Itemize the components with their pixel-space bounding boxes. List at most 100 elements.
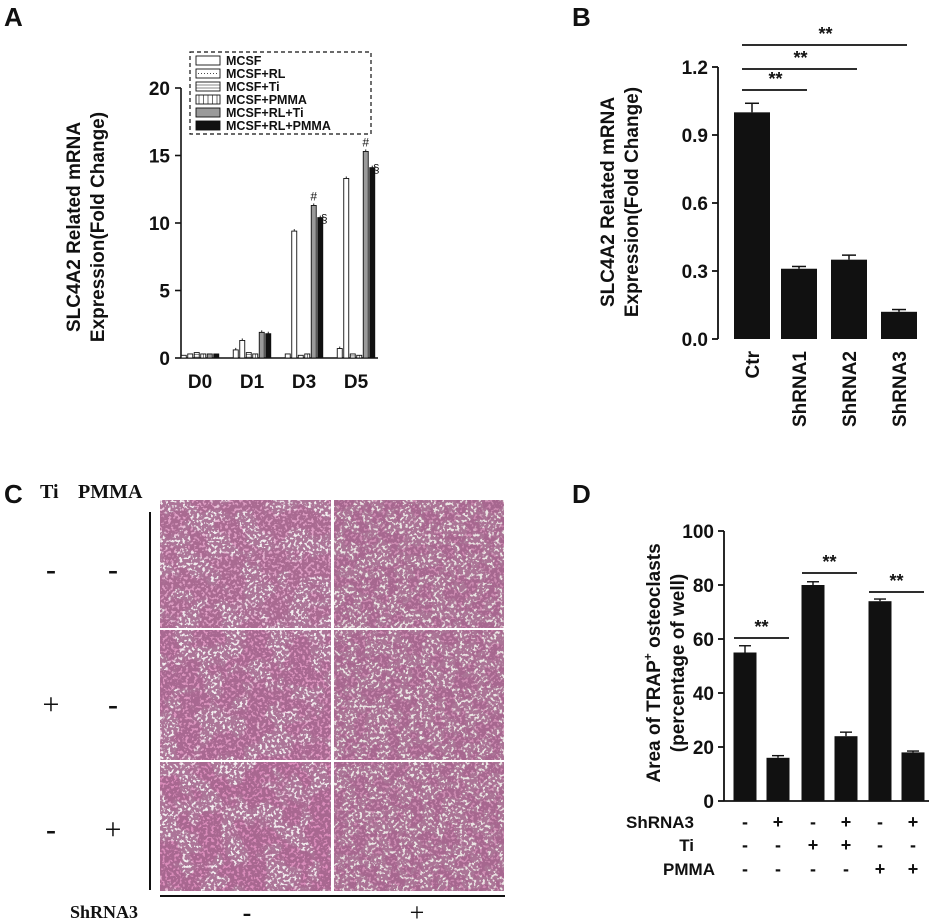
panel-b-ytick-label: 0.3 (682, 262, 708, 283)
panel-d-condition-label: PMMA (663, 860, 715, 879)
panel-a-legend-swatch (195, 120, 221, 131)
micrograph-tile-speckle (334, 762, 504, 891)
panel-b-bar (734, 112, 770, 339)
panel-a-category-label: D5 (344, 372, 369, 393)
panel-b-category-label: ShRNA3 (890, 351, 911, 427)
header-pmma: PMMA (78, 481, 143, 503)
panel-c-row-markers: - - + - - + (43, 553, 122, 846)
panel-a-bar (369, 167, 376, 359)
panel-a-bars: # § # § (180, 135, 380, 359)
panel-d-condition-mark: + (841, 812, 852, 832)
panel-a-legend-label: MCSF+RL+PMMA (226, 119, 331, 133)
panel-b-significance-mark: ** (793, 48, 807, 68)
panel-b-ytick-label: 0.6 (682, 194, 708, 215)
panel-a-legend-label: MCSF+RL+Ti (226, 106, 304, 120)
panel-c-image-grid (160, 500, 504, 891)
panel-d-condition-mark: - (775, 835, 781, 855)
panel-b-significance-mark: ** (768, 69, 782, 89)
panel-a-bar (265, 333, 272, 359)
panel-label-d: D (572, 479, 591, 509)
panel-a-bar (180, 354, 187, 359)
panel-b-ylabel-line2: Expression(Fold Change) (622, 87, 643, 317)
panel-a-bar (206, 353, 213, 359)
panel-a-bar (291, 230, 298, 359)
panel-b-category-label: ShRNA1 (790, 351, 811, 427)
panel-a-bar (284, 353, 291, 359)
panel-label-a: A (4, 2, 23, 32)
panel-d-condition-mark: + (773, 812, 784, 832)
panel-a-ylabel-line2: Expression(Fold Change) (88, 112, 109, 342)
panel-d-ylabel-sup: + (641, 653, 655, 660)
header-ti: Ti (40, 481, 59, 503)
panel-a-bar (343, 177, 350, 359)
panel-d-bar (834, 736, 858, 801)
panel-d-ytick-label: 0 (703, 792, 714, 813)
panel-d-condition-mark: - (843, 859, 849, 879)
panel-b-chart: SLC4A2 Related mRNA Expression(Fold Chan… (598, 24, 917, 427)
panel-b-bar (831, 259, 867, 339)
row-ti-mark: + (43, 688, 60, 721)
row-pmma-mark: - (108, 553, 118, 586)
panel-d-condition-mark: - (910, 835, 916, 855)
panel-a-annotation: § (373, 162, 380, 176)
panel-b-bar (781, 268, 817, 339)
panel-d-bar (801, 585, 825, 801)
panel-d-condition-mark: - (877, 812, 883, 832)
panel-d-bar (868, 601, 892, 801)
panel-d-condition-mark: + (841, 835, 852, 855)
row-pmma-mark: - (108, 688, 118, 721)
panel-a-bar (245, 352, 252, 359)
panel-d-significance-mark: ** (822, 552, 836, 572)
panel-a-ytick-label: 15 (149, 147, 171, 168)
panel-b-ylabel-line1: SLC4A2 Related mRNA (598, 97, 619, 307)
panel-a-ytick-label: 10 (149, 214, 170, 235)
micrograph-tile-speckle (160, 762, 331, 891)
panel-d-axes: 0 20 40 60 80 100 (682, 522, 929, 813)
panel-a-axes: 0 5 10 15 20 D0 D1 D3 D5 (149, 79, 378, 393)
panel-b-axes: 0.0 0.3 0.6 0.9 1.2 Ctr ShRNA1 ShRNA2 ShRNA3 (682, 58, 911, 427)
panel-a-legend-swatch (195, 107, 221, 118)
panel-d-condition-mark: - (742, 859, 748, 879)
panel-a-bar (297, 354, 304, 359)
panel-d-ylabel-line2: (percentage of well) (668, 574, 689, 752)
panel-label-b: B (572, 2, 591, 32)
panel-a-bar (317, 217, 324, 359)
panel-b-bar (881, 311, 917, 339)
panel-a-chart: SLC4A2 Related mRNA Expression(Fold Chan… (64, 51, 380, 393)
panel-d-condition-mark: + (875, 859, 886, 879)
panel-a-category-label: D0 (188, 372, 212, 393)
panel-a-bar (258, 331, 265, 359)
panel-a-category-label: D3 (292, 372, 316, 393)
panel-a-bar (193, 352, 200, 359)
panel-a-annotation: # (310, 189, 317, 203)
panel-a-ytick-label: 20 (149, 79, 170, 100)
panel-a-legend-label: MCSF+PMMA (226, 93, 307, 107)
panel-d-chart: Area of TRAP+ osteoclasts (percentage of… (626, 522, 929, 879)
panel-a-legend-box (189, 51, 372, 135)
panel-d-condition-mark: - (877, 835, 883, 855)
panel-b-ytick-label: 0.9 (682, 126, 708, 147)
panel-d-bar (901, 752, 925, 801)
panel-d-condition-mark: - (775, 859, 781, 879)
panel-a-bar (213, 353, 220, 359)
panel-b-category-label: Ctr (743, 350, 764, 378)
panel-c-micrographs: Ti PMMA ShRNA3 - + - - + - - + (40, 481, 505, 923)
panel-a-ytick-label: 0 (159, 349, 170, 370)
panel-d-condition-mark: + (908, 812, 919, 832)
panel-d-ylabel-rest: osteoclasts (644, 543, 665, 653)
shrna3-minus: - (243, 898, 252, 923)
panel-a-bar (232, 349, 239, 359)
panel-d-bars: ** ** ** (733, 552, 925, 801)
panel-d-ytick-label: 80 (693, 576, 714, 597)
panel-b-bars: ** ** ** (734, 24, 917, 339)
panel-d-condition-label: Ti (679, 836, 694, 855)
panel-b-ytick-label: 1.2 (682, 58, 708, 79)
panel-b-significance-mark: ** (818, 24, 832, 44)
panel-d-condition-table: ShRNA3 - + - + - + Ti - - + + - - PMMA - - - - + + (626, 812, 918, 879)
panel-d-condition-mark: - (742, 835, 748, 855)
shrna3-bottom-label: ShRNA3 (70, 902, 138, 922)
panel-d-significance-mark: ** (889, 571, 903, 591)
panel-label-c: C (4, 479, 23, 509)
panel-d-ytick-label: 20 (693, 738, 714, 759)
